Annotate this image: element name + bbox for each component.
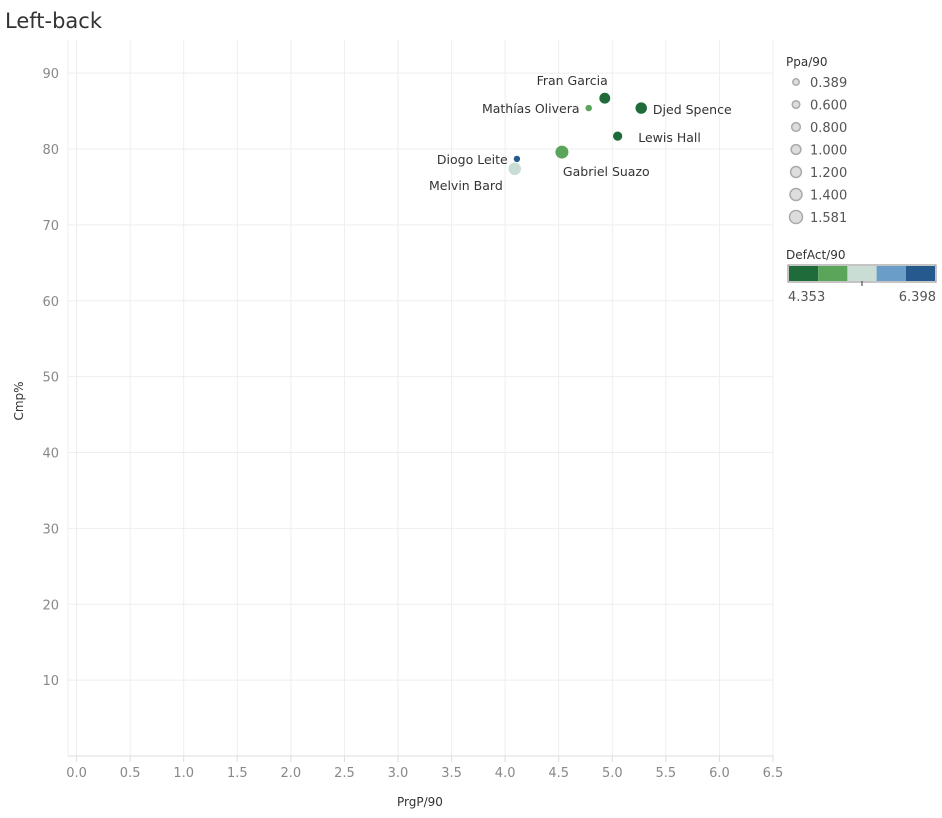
data-point [635, 102, 647, 114]
color-legend: DefAct/90 4.353 6.398 [786, 248, 937, 305]
x-tick-label: 1.5 [227, 766, 248, 781]
x-tick-label: 5.5 [656, 766, 677, 781]
color-legend-min: 4.353 [788, 290, 825, 305]
data-point [513, 155, 521, 163]
y-tick-label: 50 [42, 371, 59, 386]
data-point [613, 131, 623, 141]
size-legend-label: 1.000 [810, 144, 847, 159]
size-legend-label: 1.200 [810, 166, 847, 181]
point-label: Gabriel Suazo [563, 164, 650, 179]
size-legend-label: 0.600 [810, 99, 847, 114]
y-tick-label: 60 [42, 295, 59, 310]
y-tick-label: 30 [42, 522, 59, 537]
size-legend-circle [790, 143, 802, 156]
color-legend-swatch [905, 266, 935, 281]
y-tick-label: 70 [42, 219, 59, 234]
color-legend-swatch [847, 266, 877, 281]
chart-title: Left-back [5, 9, 102, 33]
x-tick-label: 4.5 [548, 766, 569, 781]
y-tick-label: 90 [42, 67, 59, 82]
size-legend-label: 0.389 [810, 76, 847, 91]
data-point [555, 145, 569, 159]
x-axis-label: PrgP/90 [397, 795, 443, 809]
data-point [585, 104, 592, 112]
point-label: Fran Garcia [537, 73, 608, 88]
size-legend-circle [788, 209, 804, 225]
color-legend-title: DefAct/90 [786, 248, 845, 262]
size-legend-label: 1.400 [810, 189, 847, 204]
size-legend-circle [791, 99, 801, 110]
y-tick-label: 10 [42, 674, 59, 689]
point-label: Melvin Bard [429, 178, 503, 193]
color-legend-swatch [876, 266, 906, 281]
x-tick-label: 2.5 [334, 766, 355, 781]
color-legend-max: 6.398 [899, 290, 936, 305]
point-label: Diogo Leite [437, 152, 508, 167]
data-point [508, 162, 522, 176]
x-tick-label: 0.0 [66, 766, 87, 781]
point-label: Mathías Olivera [482, 101, 580, 116]
size-legend: Ppa/90 0.389 0.600 0.800 1.000 1.200 1.400 1.5… [786, 55, 847, 226]
x-tick-label: 1.0 [173, 766, 194, 781]
x-tick-label: 3.5 [441, 766, 462, 781]
size-legend-label: 1.581 [810, 211, 847, 226]
data-point [599, 92, 611, 104]
size-legend-circle [789, 187, 803, 202]
x-tick-label: 6.0 [709, 766, 730, 781]
x-tick-label: 6.5 [763, 766, 784, 781]
point-labels: Fran Garcia Mathías Olivera Djed Spence Lew… [429, 73, 732, 193]
y-tick-labels: 10 20 30 40 50 60 70 80 90 [42, 67, 59, 689]
size-legend-circle [792, 78, 800, 86]
y-axis-label: Cmp% [12, 381, 26, 420]
color-legend-swatch [818, 266, 848, 281]
x-tick-label: 0.5 [120, 766, 141, 781]
point-label: Djed Spence [653, 102, 732, 117]
size-legend-circle [790, 121, 802, 133]
size-legend-circle [789, 165, 803, 179]
data-points [508, 92, 647, 176]
point-label: Lewis Hall [638, 130, 701, 145]
x-tick-labels: 0.0 0.5 1.0 1.5 2.0 2.5 3.0 3.5 4.0 4.5 5.0 5.5 6.0 6… [66, 766, 783, 781]
y-tick-label: 40 [42, 447, 59, 462]
size-legend-label: 0.800 [810, 121, 847, 136]
color-legend-swatch [789, 266, 819, 281]
y-tick-label: 20 [42, 598, 59, 613]
x-tick-label: 3.0 [388, 766, 409, 781]
grid-lines [67, 40, 774, 762]
x-tick-label: 4.0 [495, 766, 516, 781]
x-tick-label: 5.0 [602, 766, 623, 781]
size-legend-title: Ppa/90 [786, 55, 828, 69]
y-tick-label: 80 [42, 143, 59, 158]
x-tick-label: 2.0 [281, 766, 302, 781]
